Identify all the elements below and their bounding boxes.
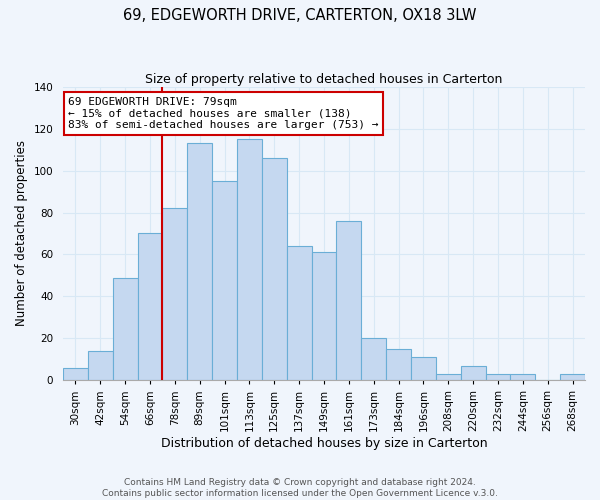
Text: 69, EDGEWORTH DRIVE, CARTERTON, OX18 3LW: 69, EDGEWORTH DRIVE, CARTERTON, OX18 3LW [123,8,477,22]
Bar [237,139,262,380]
Bar [461,366,485,380]
Bar [485,374,511,380]
Bar [436,374,461,380]
Bar [337,221,361,380]
Bar [262,158,287,380]
Text: 69 EDGEWORTH DRIVE: 79sqm
← 15% of detached houses are smaller (138)
83% of semi: 69 EDGEWORTH DRIVE: 79sqm ← 15% of detac… [68,97,379,130]
Bar [411,357,436,380]
Bar [311,252,337,380]
Bar [361,338,386,380]
Text: Contains HM Land Registry data © Crown copyright and database right 2024.
Contai: Contains HM Land Registry data © Crown c… [102,478,498,498]
Title: Size of property relative to detached houses in Carterton: Size of property relative to detached ho… [145,72,503,86]
Bar [137,234,163,380]
Y-axis label: Number of detached properties: Number of detached properties [15,140,28,326]
Bar [163,208,187,380]
X-axis label: Distribution of detached houses by size in Carterton: Distribution of detached houses by size … [161,437,487,450]
Bar [386,349,411,380]
Bar [63,368,88,380]
Bar [88,351,113,380]
Bar [511,374,535,380]
Bar [187,144,212,380]
Bar [560,374,585,380]
Bar [212,181,237,380]
Bar [113,278,137,380]
Bar [287,246,311,380]
